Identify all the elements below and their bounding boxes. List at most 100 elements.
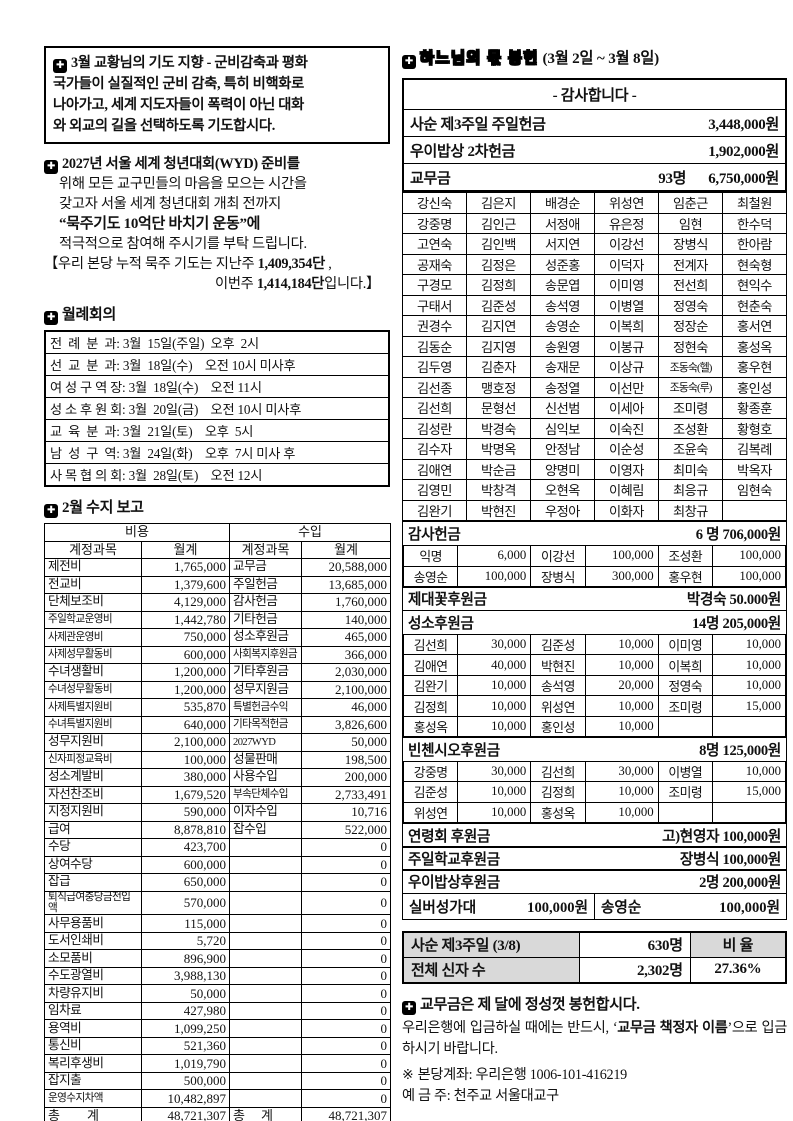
offering-title: ✚ 하느님의 몫 봉헌 (3월 2일 ~ 3월 8일) [402, 46, 787, 69]
finance-row: 수녀성무활동비 1,200,000 성무지원금 2,100,000 [44, 680, 392, 699]
names-row: 김선희 문형선 신선범 이세아 조미령 황종훈 [402, 397, 787, 419]
stats-label: 사순 제3주일 (3/8) [402, 931, 580, 958]
income-value: 0 [301, 949, 392, 968]
section-header: 우이밥상후원금 2명 200,000원 [403, 870, 786, 893]
prayer-line: 나아가고, 세계 지도자들이 폭력이 아닌 대화 [53, 97, 305, 113]
donor-name-cell: 송영순 [530, 315, 595, 337]
finance-row: 수도광열비 3,988,130 0 [44, 966, 392, 986]
expense-value: 1,099,250 [140, 1019, 231, 1038]
donor-name-cell: 장병식 [658, 233, 723, 255]
finance-row: 제전비 1,765,000 교무금 20,588,000 [44, 558, 392, 577]
thanks-label: 교무금 [403, 163, 605, 191]
names-row: 김두영 김춘자 송재문 이상규 조동숙(헬) 홍우현 [402, 356, 787, 378]
donor-name-cell: 서지연 [530, 233, 595, 255]
finance-row: 사제관운영비 750,000 성소후원금 465,000 [44, 628, 392, 647]
expense-label: 수녀특별지원비 [44, 715, 142, 734]
section-marker-icon: ✚ [44, 504, 58, 518]
names-grid: 강신숙 김은지 배경순 위성연 임춘근 최철원 강중명 김인근 서정애 유은정 임현 한수덕 고연숙 김인… [402, 192, 787, 521]
income-value: 0 [301, 873, 392, 892]
donation-section: 감사헌금 6 명 706,000원 익명 6,000 이강선 100,000 조성환 100,… [402, 521, 787, 588]
finance-row: 퇴직급여충당금전입액 570,000 0 [44, 890, 392, 916]
finance-row: 임차료 427,980 0 [44, 1001, 392, 1021]
meeting-row: 교 육 분 과: 3월 21일(토) 오후 5시 [45, 419, 389, 442]
finance-row: 급여 8,878,810 잡수입 522,000 [44, 820, 392, 839]
donor-name [657, 801, 713, 824]
income-value: 0 [301, 914, 392, 933]
donor-name-cell: 최응규 [658, 479, 723, 501]
donor-name-cell: 공재숙 [402, 253, 467, 275]
silver-choir-row: 실버성가대 100,000원 송영순 100,000원 [402, 892, 787, 920]
donor-name-cell: 조성환 [658, 417, 723, 439]
donor-amount: 30,000 [584, 760, 659, 783]
expense-label: 수도광열비 [44, 966, 142, 986]
donor-name-cell: 김선종 [402, 376, 467, 398]
finance-row: 사무용품비 115,000 0 [44, 914, 392, 933]
donor-amount: 100,000 [584, 545, 659, 567]
section-header: 제대꽃후원금 박경숙 50.000원 [403, 587, 786, 610]
income-label: 부속단체수입 [229, 785, 303, 804]
expense-value: 100,000 [140, 750, 231, 769]
donor-name-cell: 구태서 [402, 294, 467, 316]
income-value: 0 [301, 984, 392, 1003]
meetings-heading: ✚ 월례회의 [44, 303, 390, 325]
expense-label: 급여 [44, 820, 142, 839]
donor-name: 김정희 [402, 695, 459, 717]
donor-name-cell: 임현숙 [722, 479, 787, 501]
income-label: 기타헌금 [229, 610, 303, 629]
thanks-row: 사순 제3주일 주일헌금 3,448,000원 [403, 109, 786, 137]
stats-label: 전체 신자 수 [402, 956, 580, 984]
donor-name: 김준성 [402, 781, 459, 803]
donor-amount: 10,000 [584, 633, 659, 656]
donor-name: 홍우현 [657, 565, 713, 587]
section-summary: 2명 200,000원 [699, 875, 781, 892]
finance-heading: ✚ 2월 수지 보고 [44, 496, 390, 518]
names-row: 공재숙 김정은 성준홍 이덕자 전계자 현숙형 [402, 253, 787, 275]
section-summary: 14명 205,000원 [692, 615, 781, 632]
account-holder: 예 금 주: 천주교 서울대교구 [402, 1087, 559, 1104]
note-text-segment: ’으로 입금하시기 바랍니다. [402, 1019, 788, 1057]
income-value: 198,500 [301, 750, 392, 769]
income-label: 2027WYD [229, 733, 303, 752]
notes-section: ✚ 교무금은 제 달에 정성껏 봉헌합시다. 우리은행에 입금하실 때에는 반드시… [402, 993, 787, 1107]
pope-intention-box: ✚ 3월 교황님의 기도 지향 - 군비감축과 평화 국가들이 실질적인 군비 감축… [44, 46, 390, 144]
account-number: 본당계좌: 우리은행 1006-101-416219 [417, 1066, 628, 1083]
donor-name-cell: 이영자 [594, 458, 659, 480]
thanks-amount: 6,750,000원 [708, 170, 779, 187]
column-header: 월계 [140, 540, 231, 559]
thanks-amount-cell: 3,448,000원 [604, 109, 786, 137]
donor-name: 위성연 [402, 801, 459, 824]
donor-amount: 30,000 [457, 760, 532, 783]
silver-choir-amount: 100,000원 [719, 899, 780, 916]
donor-name: 강중명 [402, 760, 459, 783]
donor-name-cell: 송원영 [530, 335, 595, 357]
expense-label: 차량유지비 [44, 984, 142, 1003]
donor-name-cell: 전계자 [658, 253, 723, 275]
donor-name-cell: 이혜림 [594, 479, 659, 501]
expense-value: 1,765,000 [140, 558, 231, 577]
income-value: 0 [301, 1036, 392, 1056]
donor-name: 이복희 [657, 654, 713, 676]
section-marker-icon: ✚ [44, 311, 58, 325]
finance-row: 용역비 1,099,250 0 [44, 1019, 392, 1038]
thanks-amount: 3,448,000원 [708, 116, 779, 133]
names-row: 구태서 김준성 송석영 이병열 정영숙 현춘숙 [402, 294, 787, 316]
donor-name-cell: 김준성 [466, 294, 531, 316]
expense-total-label: 총 계 [44, 1106, 142, 1121]
donor-amount [711, 715, 787, 738]
thanks-row: 교무금 93명 6,750,000원 [403, 163, 786, 191]
expense-value: 600,000 [140, 855, 231, 874]
income-value: 10,716 [301, 803, 392, 822]
donor-name-cell: 현숙형 [722, 253, 787, 275]
income-value: 50,000 [301, 733, 392, 752]
thanks-count: 93명 [658, 170, 687, 187]
donor-name-cell: 한아람 [722, 233, 787, 255]
income-label: 잡수입 [229, 820, 303, 839]
donor-name-cell: 박현진 [466, 499, 531, 521]
section-summary: 8명 125,000원 [699, 742, 781, 759]
finance-row: 소모품비 896,900 0 [44, 949, 392, 968]
income-label [229, 949, 303, 968]
expense-label: 수당 [44, 838, 142, 857]
donor-name-cell: 김인백 [466, 233, 531, 255]
donor-name-cell: 김지영 [466, 335, 531, 357]
income-value: 0 [301, 1089, 392, 1108]
